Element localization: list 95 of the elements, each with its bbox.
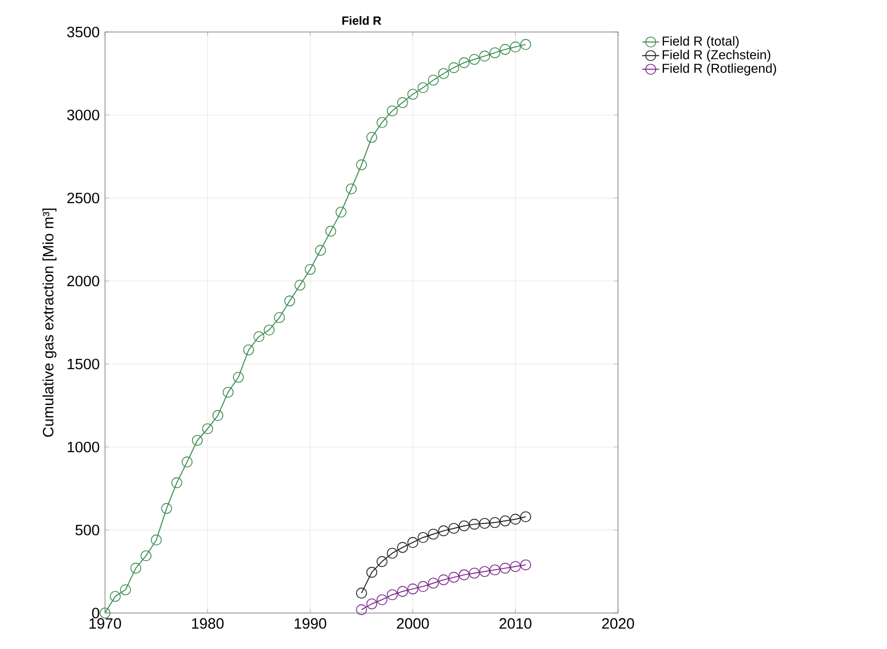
point [100, 608, 110, 618]
legend-label: Field R (Rotliegend) [662, 63, 776, 76]
point [458, 57, 470, 68]
point [418, 82, 428, 94]
point [202, 423, 213, 434]
point [520, 559, 532, 570]
point [130, 562, 142, 574]
point [294, 280, 306, 291]
point [376, 117, 388, 128]
point [468, 518, 480, 530]
point [274, 312, 285, 323]
point [304, 264, 316, 275]
point [448, 572, 460, 583]
point [500, 44, 511, 55]
point [336, 206, 346, 218]
point [284, 296, 296, 306]
point [428, 528, 439, 540]
point [510, 42, 521, 52]
point [438, 68, 449, 79]
point [161, 503, 172, 514]
point [500, 515, 511, 526]
point [397, 542, 408, 553]
y-tick-label: 1000 [68, 442, 100, 452]
point [418, 532, 428, 543]
point [510, 561, 521, 572]
point [366, 566, 378, 578]
point [376, 556, 388, 567]
point [222, 386, 234, 398]
point [356, 159, 367, 170]
point [397, 586, 408, 597]
x-tick-label: 2020 [602, 618, 634, 629]
point [386, 105, 398, 116]
x-tick-label: 2000 [396, 618, 429, 629]
point [489, 47, 500, 58]
point [458, 569, 470, 580]
point [346, 183, 357, 194]
x-tick-label: 1980 [192, 618, 224, 629]
point [397, 97, 408, 108]
y-tick-label: 500 [75, 524, 100, 536]
point [212, 410, 224, 421]
point [479, 566, 490, 577]
point [366, 132, 378, 143]
point [264, 324, 275, 336]
point [438, 525, 449, 536]
y-axis-title: Cumulative gas extraction [Mio m³] [42, 208, 56, 437]
point [479, 518, 490, 529]
point [171, 477, 182, 488]
point [448, 522, 460, 534]
point [468, 54, 480, 65]
point [120, 584, 131, 596]
point [325, 226, 336, 237]
chart-title: Field R [342, 16, 382, 25]
point [243, 344, 254, 356]
point [110, 591, 121, 602]
y-tick-label: 2000 [67, 276, 100, 286]
x-tick-label: 1970 [90, 618, 122, 629]
point [479, 50, 490, 62]
x-tick-label: 1990 [294, 618, 326, 629]
point [418, 581, 428, 592]
point [510, 514, 521, 525]
point [232, 372, 244, 383]
y-tick-label: 2500 [67, 192, 100, 204]
point [407, 584, 418, 594]
y-tick-label: 1500 [68, 358, 100, 370]
point [254, 331, 264, 342]
point [438, 574, 449, 586]
y-tick-label: 0 [92, 608, 100, 618]
legend-label: Field R (total) [662, 36, 739, 48]
point [366, 598, 378, 610]
x-tick-label: 2010 [500, 618, 532, 629]
point [315, 244, 326, 256]
point [376, 594, 388, 606]
point [500, 562, 511, 574]
point [428, 74, 439, 86]
point [520, 511, 532, 522]
point [428, 578, 439, 589]
point [356, 588, 367, 598]
y-tick-label: 3000 [67, 110, 100, 120]
point [448, 62, 460, 74]
point [458, 520, 470, 532]
point [468, 568, 480, 579]
point [386, 589, 398, 600]
point [182, 456, 192, 468]
point [407, 537, 418, 548]
point [150, 534, 162, 546]
point [192, 434, 203, 446]
point [407, 88, 418, 100]
legend-label: Field R (Zechstein) [662, 50, 770, 62]
y-tick-label: 3500 [67, 26, 100, 38]
point [489, 564, 500, 576]
point [140, 550, 152, 562]
point [489, 517, 500, 528]
point [386, 548, 398, 559]
point [356, 604, 367, 616]
point [520, 39, 532, 50]
